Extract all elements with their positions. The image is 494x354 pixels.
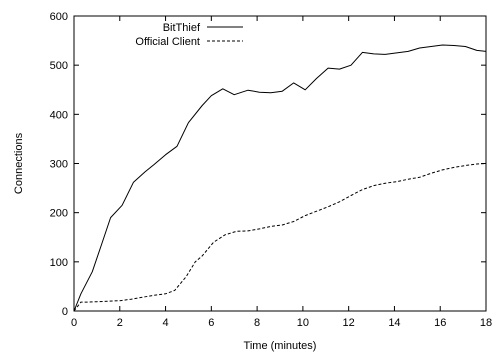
series-line-bitthief bbox=[73, 44, 487, 312]
y-axis-title: Connections bbox=[13, 132, 25, 194]
x-axis-title: Time (minutes) bbox=[244, 340, 317, 352]
x-tick-label: 2 bbox=[117, 317, 123, 329]
legend: BitThief Official Client bbox=[135, 22, 243, 48]
tick-marks bbox=[73, 15, 487, 312]
legend-label: Official Client bbox=[135, 36, 200, 48]
y-tick-label: 600 bbox=[50, 11, 68, 23]
series-lines bbox=[73, 44, 487, 312]
x-tick-label: 16 bbox=[434, 317, 446, 329]
y-tick-label: 0 bbox=[62, 306, 68, 318]
x-tick-label: 4 bbox=[162, 317, 168, 329]
y-tick-label: 300 bbox=[50, 159, 68, 171]
axes bbox=[73, 15, 487, 312]
x-tick-label: 8 bbox=[254, 317, 260, 329]
y-tick-label: 500 bbox=[50, 60, 68, 72]
x-tick-label: 18 bbox=[480, 317, 492, 329]
x-tick-label: 10 bbox=[297, 317, 309, 329]
x-tick-label: 0 bbox=[71, 317, 77, 329]
legend-label: BitThief bbox=[163, 22, 201, 34]
x-tick-label: 6 bbox=[208, 317, 214, 329]
y-tick-label: 400 bbox=[50, 109, 68, 121]
tick-labels: 0 2 4 6 8 10 12 14 16 18 0 100 200 300 400 500 600 bbox=[50, 11, 492, 329]
y-tick-label: 100 bbox=[50, 257, 68, 269]
x-tick-label: 14 bbox=[388, 317, 400, 329]
x-tick-label: 12 bbox=[343, 317, 355, 329]
y-tick-label: 200 bbox=[50, 208, 68, 220]
series-line-official-client bbox=[73, 163, 487, 312]
plot-frame bbox=[73, 15, 487, 312]
